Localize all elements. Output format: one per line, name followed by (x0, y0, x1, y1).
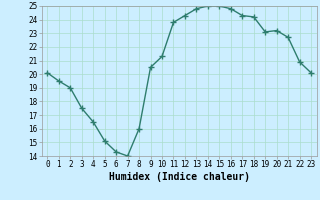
X-axis label: Humidex (Indice chaleur): Humidex (Indice chaleur) (109, 172, 250, 182)
